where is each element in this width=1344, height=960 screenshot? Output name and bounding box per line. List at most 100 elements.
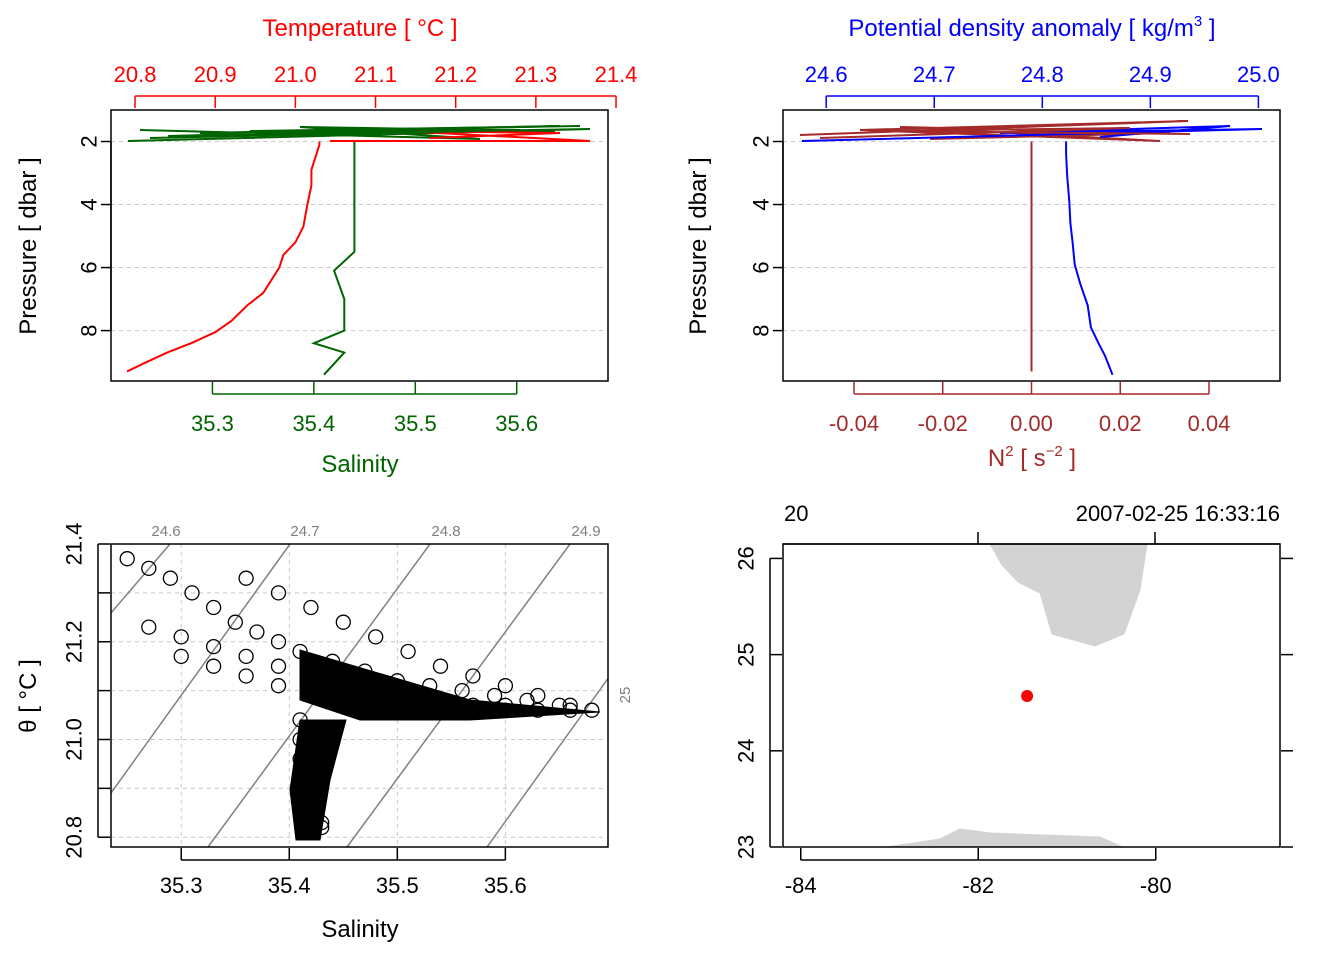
p3-point-45: [238, 668, 254, 684]
p3-point-24: [432, 658, 449, 674]
p3-bottom-tick-label-2: 35.5: [376, 873, 419, 898]
p3-isopycnal-1: [111, 544, 291, 794]
p2-bottom-axis: -0.04 -0.02 0.00 0.02 0.04: [829, 382, 1230, 436]
p1-y-axis-title: Pressure [ dbar ]: [15, 157, 42, 334]
p4-station-marker: [1021, 690, 1034, 702]
p2-top-tick-label-0: 24.6: [805, 62, 848, 87]
panel-profile-temperature-salinity: 20.8 20.9 21.0 21.1 21.2 21.3 21.4 35.3 35.4 35.…: [15, 15, 637, 478]
p3-isopycnal-label-4: 25: [617, 687, 634, 704]
p3-isopycnal-label-0: 24.6: [151, 523, 180, 540]
p4-top-right-label: 2007-02-25 16:33:16: [1076, 501, 1280, 526]
p2-bottom-tick-label-0: -0.04: [829, 411, 879, 436]
p3-point-33: [270, 658, 287, 674]
p1-left-tick-label-3: 8: [77, 324, 102, 336]
p2-top-tick-label-3: 24.9: [1129, 62, 1172, 87]
panel-station-map: -84 -82 -80 23 24 25 26 20 2007-02-25 16:33:1…: [734, 501, 1293, 898]
p3-points: [119, 551, 601, 841]
p1-series-line-1: [310, 141, 356, 376]
p1-bottom-axis: 35.3 35.4 35.5 35.6: [191, 382, 538, 436]
p1-bottom-tick-label-2: 35.5: [394, 411, 437, 436]
p2-left-tick-label-3: 8: [749, 324, 774, 336]
p3-left-tick-label-1: 21.0: [62, 718, 87, 761]
p1-top-tick-label-2: 21.0: [274, 62, 317, 87]
p3-isopycnal-labels: 24.6 24.7 24.8 24.9 25: [151, 523, 634, 703]
p3-left-axis: 20.8 21.0 21.2 21.4: [62, 523, 110, 859]
p1-left-tick-label-2: 6: [77, 261, 102, 273]
p3-point-4: [205, 599, 222, 616]
p2-bottom-tick-label-2: 0.00: [1010, 411, 1053, 436]
p1-top-axis: 20.8 20.9 21.0 21.1 21.2 21.3 21.4: [114, 62, 638, 108]
p3-point-23: [400, 643, 416, 660]
p1-top-tick-label-5: 21.3: [514, 62, 557, 87]
p2-y-axis-title: Pressure [ dbar ]: [685, 157, 712, 334]
p4-top-left-label: 20: [784, 501, 808, 526]
p4-land: [883, 544, 1148, 847]
p1-bottom-axis-title: Salinity: [321, 451, 398, 478]
p3-point-44: [205, 658, 222, 674]
p3-isopycnal-label-1: 24.7: [290, 523, 319, 540]
p3-point-7: [270, 634, 287, 650]
p1-top-tick-label-6: 21.4: [595, 62, 638, 87]
p2-left-tick-label-1: 4: [749, 198, 774, 210]
p1-bottom-tick-label-3: 35.6: [495, 411, 538, 436]
p3-point-32: [238, 648, 254, 665]
p1-top-tick-label-1: 20.9: [194, 62, 237, 87]
p4-right-axis: [1281, 557, 1293, 848]
p1-surface-noise-2: [149, 125, 581, 139]
p3-point-27: [530, 687, 546, 704]
p3-point-5: [227, 614, 243, 630]
p3-point-18: [238, 570, 254, 586]
p3-dense-cluster-0: [299, 649, 601, 721]
p3-point-31: [205, 638, 222, 655]
p3-point-30: [173, 629, 189, 645]
p3-point-22: [368, 629, 384, 645]
p2-series-line-0: [1065, 141, 1114, 376]
p4-bottom-axis: -84 -82 -80: [785, 848, 1172, 898]
p3-isopycnal-3: [346, 544, 571, 847]
p2-surface-noise-2: [819, 127, 1191, 139]
p1-top-tick-label-3: 21.1: [354, 62, 397, 87]
p3-point-20: [303, 599, 319, 616]
p4-left-tick-label-2: 25: [734, 642, 759, 666]
p1-series-line-0: [126, 141, 321, 373]
p2-series: [799, 120, 1263, 376]
panel-profile-density-n2: 24.6 24.7 24.8 24.9 25.0 -0.04 -0.02 0.00 0.02 0…: [685, 13, 1281, 472]
p4-left-tick-label-1: 24: [734, 739, 759, 763]
p3-point-6: [249, 624, 265, 640]
p3-isopycnal-4: [486, 677, 608, 847]
p4-bottom-tick-label-0: -84: [785, 873, 817, 898]
p3-dense-cluster-1: [289, 719, 347, 841]
p3-left-tick-label-3: 21.4: [62, 523, 87, 566]
p4-bottom-tick-label-1: -82: [962, 873, 994, 898]
p4-left-tick-label-3: 26: [734, 546, 759, 570]
p1-left-tick-label-0: 2: [77, 135, 102, 147]
p2-top-tick-label-2: 24.8: [1021, 62, 1064, 87]
panel-ts-diagram: 24.6 24.7 24.8 24.9 25 35.3 35.4 35.5 35.6 20.8…: [15, 523, 634, 943]
p3-plot-frame: [110, 543, 609, 848]
p1-top-tick-label-0: 20.8: [114, 62, 157, 87]
p3-isopycnal-0: [111, 544, 171, 614]
p3-point-46: [270, 678, 287, 694]
p4-left-axis: 23 24 25 26: [734, 546, 782, 859]
p2-bottom-tick-label-1: -0.02: [918, 411, 968, 436]
p3-bottom-tick-label-0: 35.3: [160, 873, 203, 898]
p2-top-axis-title: Potential density anomaly [ kg/m3 ]: [848, 13, 1215, 42]
p1-top-tick-label-4: 21.2: [434, 62, 477, 87]
p3-point-21: [335, 614, 351, 630]
p1-left-axis: 2 4 6 8: [77, 135, 112, 337]
p2-left-tick-label-2: 6: [749, 261, 774, 273]
p3-point-2: [162, 570, 179, 586]
p3-point-43: [173, 648, 189, 665]
p1-top-axis-title: Temperature [ °C ]: [263, 15, 458, 42]
p1-left-tick-label-1: 4: [77, 198, 102, 210]
p3-bottom-tick-label-1: 35.4: [268, 873, 311, 898]
p3-y-axis-title: θ [ °C ]: [15, 659, 42, 733]
p4-bottom-tick-label-2: -80: [1140, 873, 1172, 898]
p2-left-tick-label-0: 2: [749, 135, 774, 147]
p2-top-tick-label-4: 25.0: [1237, 62, 1280, 87]
p2-bottom-tick-label-3: 0.02: [1099, 411, 1142, 436]
p3-left-tick-label-0: 20.8: [62, 816, 87, 859]
p1-series: [126, 125, 591, 376]
